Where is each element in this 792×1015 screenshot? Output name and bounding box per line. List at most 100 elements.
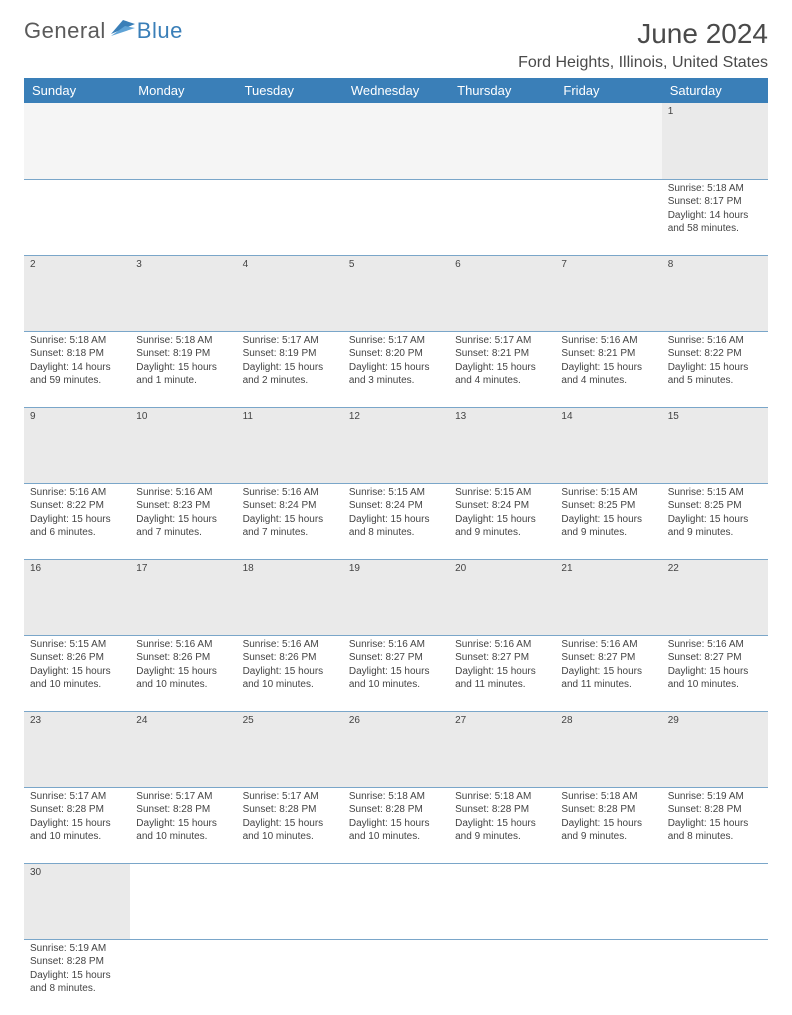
day-line: Daylight: 15 hours [668, 665, 762, 679]
day-line: Sunrise: 5:16 AM [136, 638, 230, 652]
day-line: Sunrise: 5:17 AM [30, 790, 124, 804]
day-line: Daylight: 15 hours [668, 817, 762, 831]
day-number: 1 [662, 103, 768, 179]
day-line: Sunset: 8:22 PM [668, 347, 762, 361]
location: Ford Heights, Illinois, United States [518, 54, 768, 72]
day-number: 29 [662, 711, 768, 787]
day-line: Sunrise: 5:16 AM [136, 486, 230, 500]
calendar-body: 1 Sunrise: 5:18 AM Sunset: 8:17 PM Daylight… [24, 103, 768, 1015]
day-line: Sunset: 8:26 PM [30, 651, 124, 665]
weekday-header: Friday [555, 78, 661, 103]
brand-general: General [24, 18, 106, 44]
day-cell: Sunrise: 5:18 AMSunset: 8:28 PMDaylight:… [343, 787, 449, 863]
day-line: Daylight: 15 hours [561, 513, 655, 527]
day-line: Sunrise: 5:16 AM [30, 486, 124, 500]
day-cell: Sunrise: 5:16 AMSunset: 8:26 PMDaylight:… [130, 635, 236, 711]
weekday-header: Wednesday [343, 78, 449, 103]
day-line: and 59 minutes. [30, 374, 124, 388]
day-line: Sunrise: 5:16 AM [243, 486, 337, 500]
day-number: 14 [555, 407, 661, 483]
day-line: Sunset: 8:28 PM [455, 803, 549, 817]
day-line: Daylight: 15 hours [136, 817, 230, 831]
day-line: Daylight: 15 hours [455, 817, 549, 831]
day-line: Sunset: 8:17 PM [668, 195, 762, 209]
day-line: Sunrise: 5:16 AM [243, 638, 337, 652]
day-number: 15 [662, 407, 768, 483]
day-line: and 11 minutes. [561, 678, 655, 692]
day-line: Sunset: 8:23 PM [136, 499, 230, 513]
weekday-header-row: Sunday Monday Tuesday Wednesday Thursday… [24, 78, 768, 103]
day-number: 11 [237, 407, 343, 483]
daynum-row: 9101112131415 [24, 407, 768, 483]
day-line: Sunrise: 5:16 AM [349, 638, 443, 652]
day-line: and 10 minutes. [136, 830, 230, 844]
day-cell: Sunrise: 5:18 AMSunset: 8:18 PMDaylight:… [24, 331, 130, 407]
day-line: Sunset: 8:19 PM [243, 347, 337, 361]
day-line: and 1 minute. [136, 374, 230, 388]
day-line: Daylight: 15 hours [136, 513, 230, 527]
week-row: Sunrise: 5:18 AMSunset: 8:18 PMDaylight:… [24, 331, 768, 407]
day-line: and 7 minutes. [243, 526, 337, 540]
day-line: Sunrise: 5:18 AM [136, 334, 230, 348]
daynum-row: 23242526272829 [24, 711, 768, 787]
day-cell: Sunrise: 5:16 AMSunset: 8:27 PMDaylight:… [662, 635, 768, 711]
day-number: 22 [662, 559, 768, 635]
day-line: Daylight: 15 hours [455, 513, 549, 527]
day-number: 26 [343, 711, 449, 787]
day-cell: Sunrise: 5:16 AMSunset: 8:26 PMDaylight:… [237, 635, 343, 711]
weekday-header: Sunday [24, 78, 130, 103]
day-line: Sunset: 8:18 PM [30, 347, 124, 361]
day-line: Daylight: 15 hours [243, 665, 337, 679]
day-line: Daylight: 15 hours [455, 665, 549, 679]
day-line: Sunset: 8:26 PM [243, 651, 337, 665]
day-number: 27 [449, 711, 555, 787]
day-line: and 9 minutes. [668, 526, 762, 540]
day-line: Daylight: 15 hours [30, 969, 124, 983]
day-number: 13 [449, 407, 555, 483]
calendar-table: Sunday Monday Tuesday Wednesday Thursday… [24, 78, 768, 1015]
day-number: 8 [662, 255, 768, 331]
day-line: Sunrise: 5:18 AM [349, 790, 443, 804]
day-line: Daylight: 15 hours [455, 361, 549, 375]
day-cell: Sunrise: 5:16 AMSunset: 8:24 PMDaylight:… [237, 483, 343, 559]
day-line: and 5 minutes. [668, 374, 762, 388]
day-line: and 11 minutes. [455, 678, 549, 692]
day-cell: Sunrise: 5:19 AMSunset: 8:28 PMDaylight:… [662, 787, 768, 863]
flag-icon [111, 20, 135, 43]
day-number: 10 [130, 407, 236, 483]
day-line: Daylight: 14 hours [30, 361, 124, 375]
day-line: Daylight: 15 hours [561, 665, 655, 679]
day-number: 12 [343, 407, 449, 483]
day-number: 4 [237, 255, 343, 331]
day-number: 3 [130, 255, 236, 331]
day-cell: Sunrise: 5:15 AMSunset: 8:25 PMDaylight:… [555, 483, 661, 559]
day-line: Daylight: 15 hours [136, 361, 230, 375]
day-line: Daylight: 15 hours [243, 361, 337, 375]
day-number [237, 863, 343, 939]
day-line: and 8 minutes. [30, 982, 124, 996]
day-line: Sunset: 8:25 PM [561, 499, 655, 513]
day-line: Sunrise: 5:17 AM [136, 790, 230, 804]
day-number: 9 [24, 407, 130, 483]
day-line: Sunset: 8:27 PM [561, 651, 655, 665]
day-number [343, 863, 449, 939]
day-cell: Sunrise: 5:16 AMSunset: 8:21 PMDaylight:… [555, 331, 661, 407]
day-line: Daylight: 15 hours [349, 817, 443, 831]
day-line: Sunset: 8:28 PM [243, 803, 337, 817]
day-line: Sunset: 8:28 PM [561, 803, 655, 817]
day-number: 24 [130, 711, 236, 787]
day-number: 5 [343, 255, 449, 331]
day-number [24, 103, 130, 179]
day-line: Sunset: 8:27 PM [455, 651, 549, 665]
day-line: and 9 minutes. [455, 526, 549, 540]
day-number: 28 [555, 711, 661, 787]
day-line: Daylight: 15 hours [561, 361, 655, 375]
day-line: Sunset: 8:28 PM [136, 803, 230, 817]
day-line: Sunrise: 5:16 AM [668, 638, 762, 652]
day-line: Sunset: 8:28 PM [668, 803, 762, 817]
day-line: and 4 minutes. [455, 374, 549, 388]
day-line: and 4 minutes. [561, 374, 655, 388]
day-number [130, 863, 236, 939]
day-cell: Sunrise: 5:15 AMSunset: 8:24 PMDaylight:… [343, 483, 449, 559]
day-number: 17 [130, 559, 236, 635]
